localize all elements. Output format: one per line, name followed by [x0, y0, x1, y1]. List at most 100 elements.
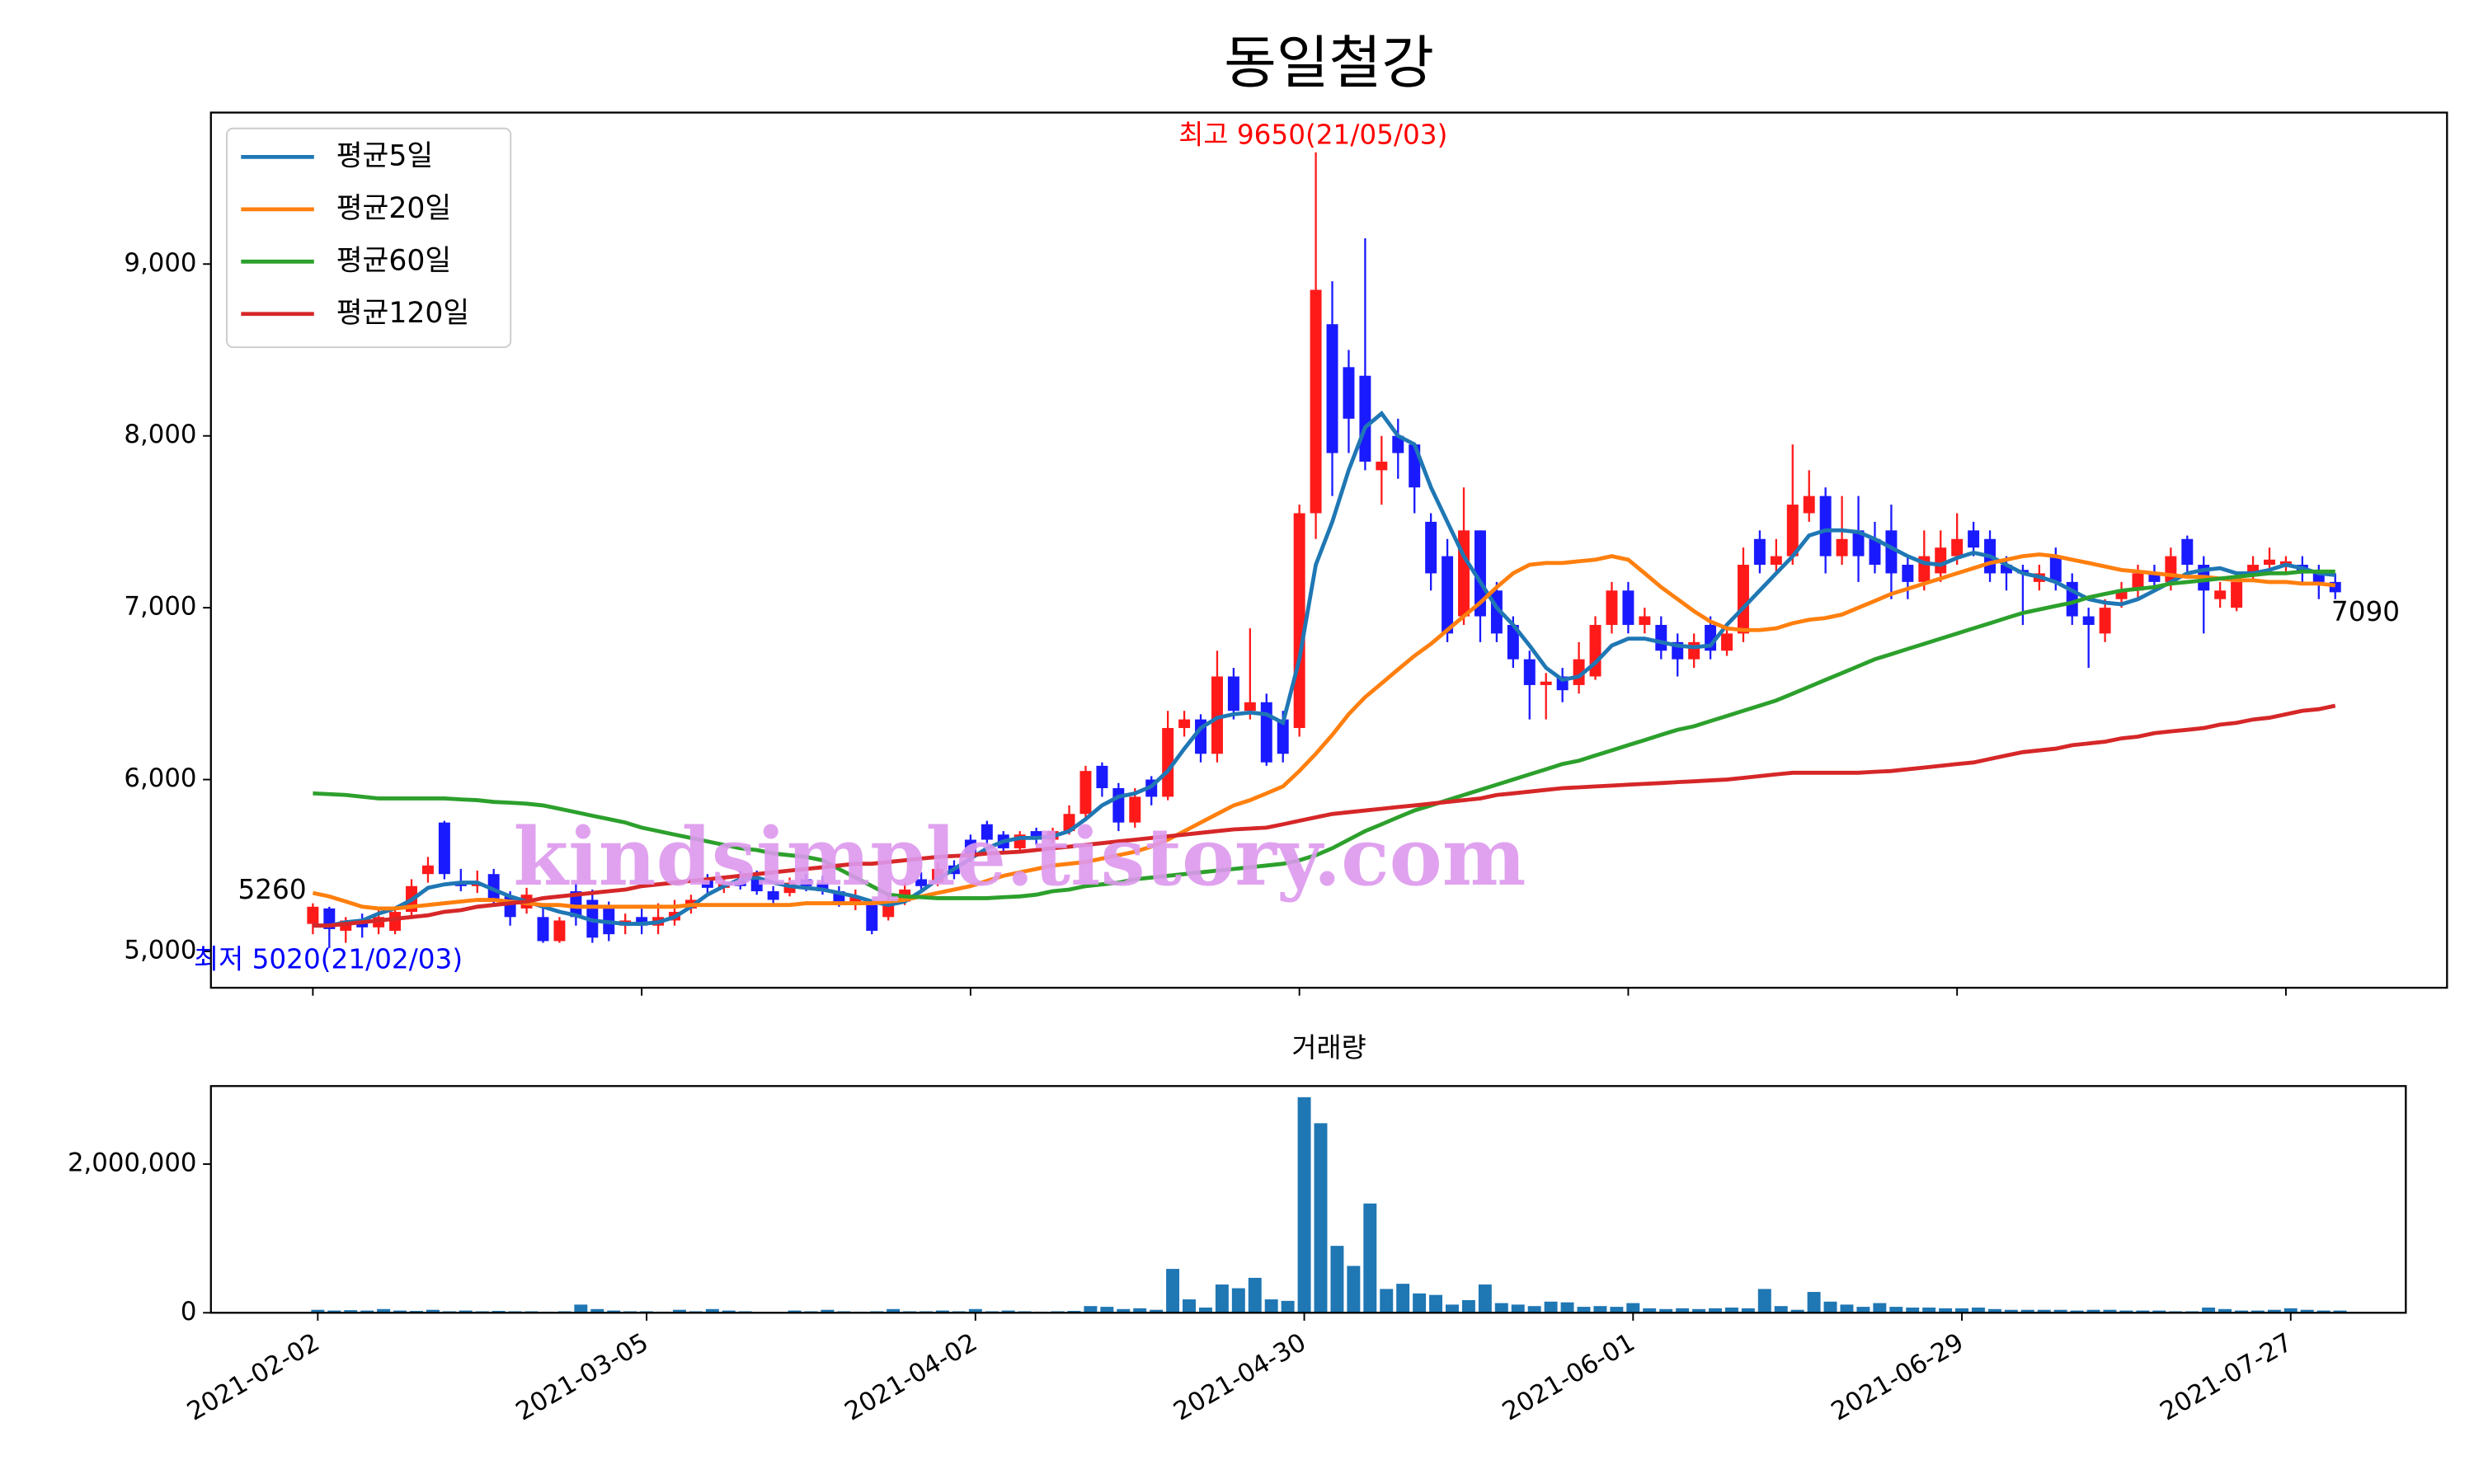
candle-body	[800, 879, 812, 886]
volume-bar	[2136, 1310, 2150, 1313]
candle-body	[750, 877, 763, 892]
volume-bar	[1198, 1307, 1212, 1313]
y-tick-label: 6,000	[124, 763, 196, 793]
candle-body	[849, 896, 862, 904]
volume-bar	[1215, 1284, 1229, 1313]
candle-body	[1935, 547, 1947, 574]
legend-label: 평균120일	[336, 297, 470, 330]
volume-bar	[1264, 1299, 1278, 1313]
volume-bar	[1741, 1308, 1755, 1313]
volume-bar	[1757, 1289, 1771, 1313]
volume-bar	[1939, 1308, 1953, 1313]
volume-bar	[1987, 1308, 2001, 1313]
candle-body	[1507, 624, 1519, 660]
candle-body	[1129, 796, 1141, 823]
candle-body	[1359, 375, 1371, 462]
volume-bar	[1117, 1308, 1131, 1313]
candle-body	[1227, 676, 1239, 711]
legend-label: 평균60일	[336, 244, 452, 277]
volume-bar	[2037, 1309, 2051, 1313]
candle-body	[1442, 556, 1454, 634]
volume-bar	[722, 1310, 736, 1313]
volume-bar	[1889, 1307, 1903, 1313]
candle-body	[1753, 538, 1766, 566]
volume-bar	[1544, 1301, 1558, 1313]
volume-bar	[2152, 1310, 2166, 1313]
plot-frame	[209, 1085, 2407, 1314]
volume-bar	[459, 1310, 473, 1313]
candle-body	[1721, 633, 1733, 651]
candle-body	[1540, 681, 1552, 685]
volume-bar	[1790, 1309, 1804, 1313]
volume-bar	[1446, 1304, 1459, 1313]
candle-body	[1836, 538, 1848, 556]
volume-bar	[1001, 1310, 1015, 1313]
volume-bar	[1100, 1307, 1114, 1313]
candle-body	[389, 912, 402, 931]
candle-body	[438, 822, 450, 875]
volume-bar	[1396, 1284, 1410, 1313]
volume-bar	[607, 1310, 621, 1313]
volume-bar	[672, 1309, 686, 1313]
volume-bar	[1133, 1308, 1147, 1313]
candle-body	[866, 904, 878, 931]
candle-body	[1852, 530, 1865, 556]
volume-bar	[590, 1308, 604, 1313]
legend-box	[226, 127, 512, 349]
candle-body	[1244, 702, 1256, 711]
volume-bar	[311, 1309, 325, 1313]
candle-body	[1030, 831, 1042, 840]
volume-bar	[1347, 1266, 1361, 1313]
candle-body	[1786, 505, 1799, 556]
volume-bar	[705, 1308, 719, 1313]
candle-body	[2000, 565, 2012, 574]
y-tick-label: 8,000	[124, 420, 196, 449]
volume-bar	[1823, 1301, 1837, 1313]
candle-body	[1260, 702, 1272, 763]
moving-average-line	[312, 552, 2335, 911]
volume-bar	[1774, 1306, 1788, 1313]
watermark: kindsimple.tistory.com	[514, 810, 1526, 904]
volume-bar	[393, 1310, 407, 1313]
y-tick-label: 5,000	[124, 935, 196, 965]
candle-body	[1902, 565, 1914, 582]
chart-title: 동일철강	[1224, 31, 1434, 96]
volume-bar	[2251, 1310, 2265, 1313]
candle-body	[1968, 530, 1980, 548]
volume-bar	[426, 1309, 440, 1313]
y-tick-label: 7,000	[124, 592, 196, 622]
volume-bar	[1626, 1303, 1640, 1313]
volume-bar	[1297, 1097, 1311, 1313]
volume-bar	[1380, 1289, 1394, 1313]
volume-bar	[1840, 1304, 1854, 1313]
first-close-label: 5260	[238, 874, 306, 905]
volume-bar	[1676, 1308, 1690, 1313]
volume-bar	[1873, 1303, 1887, 1313]
volume-bar	[2300, 1309, 2314, 1313]
candle-body	[767, 891, 779, 900]
volume-bar	[1330, 1246, 1344, 1313]
volume-bar	[1971, 1307, 1985, 1313]
volume-bar	[1922, 1307, 1936, 1313]
candle-body	[981, 824, 993, 840]
candle-body	[1523, 659, 1536, 685]
volume-bar	[1692, 1308, 1706, 1313]
volume-bar	[2070, 1310, 2084, 1313]
volume-bar	[327, 1310, 341, 1313]
legend-label: 평균5일	[336, 139, 434, 172]
candle-body	[1392, 435, 1404, 453]
volume-bar	[821, 1309, 835, 1313]
volume-bar	[574, 1304, 588, 1313]
candle-body	[2148, 573, 2161, 582]
candle-body	[1737, 565, 1749, 634]
candle-body	[1688, 641, 1700, 660]
candle-body	[1622, 590, 1634, 625]
candle-body	[882, 903, 895, 918]
candle-body	[2049, 556, 2062, 582]
candle-body	[1474, 530, 1486, 617]
candle-body	[1326, 324, 1338, 453]
volume-bar	[1708, 1308, 1722, 1313]
candle-body	[1310, 289, 1322, 514]
volume-bar	[935, 1310, 949, 1313]
